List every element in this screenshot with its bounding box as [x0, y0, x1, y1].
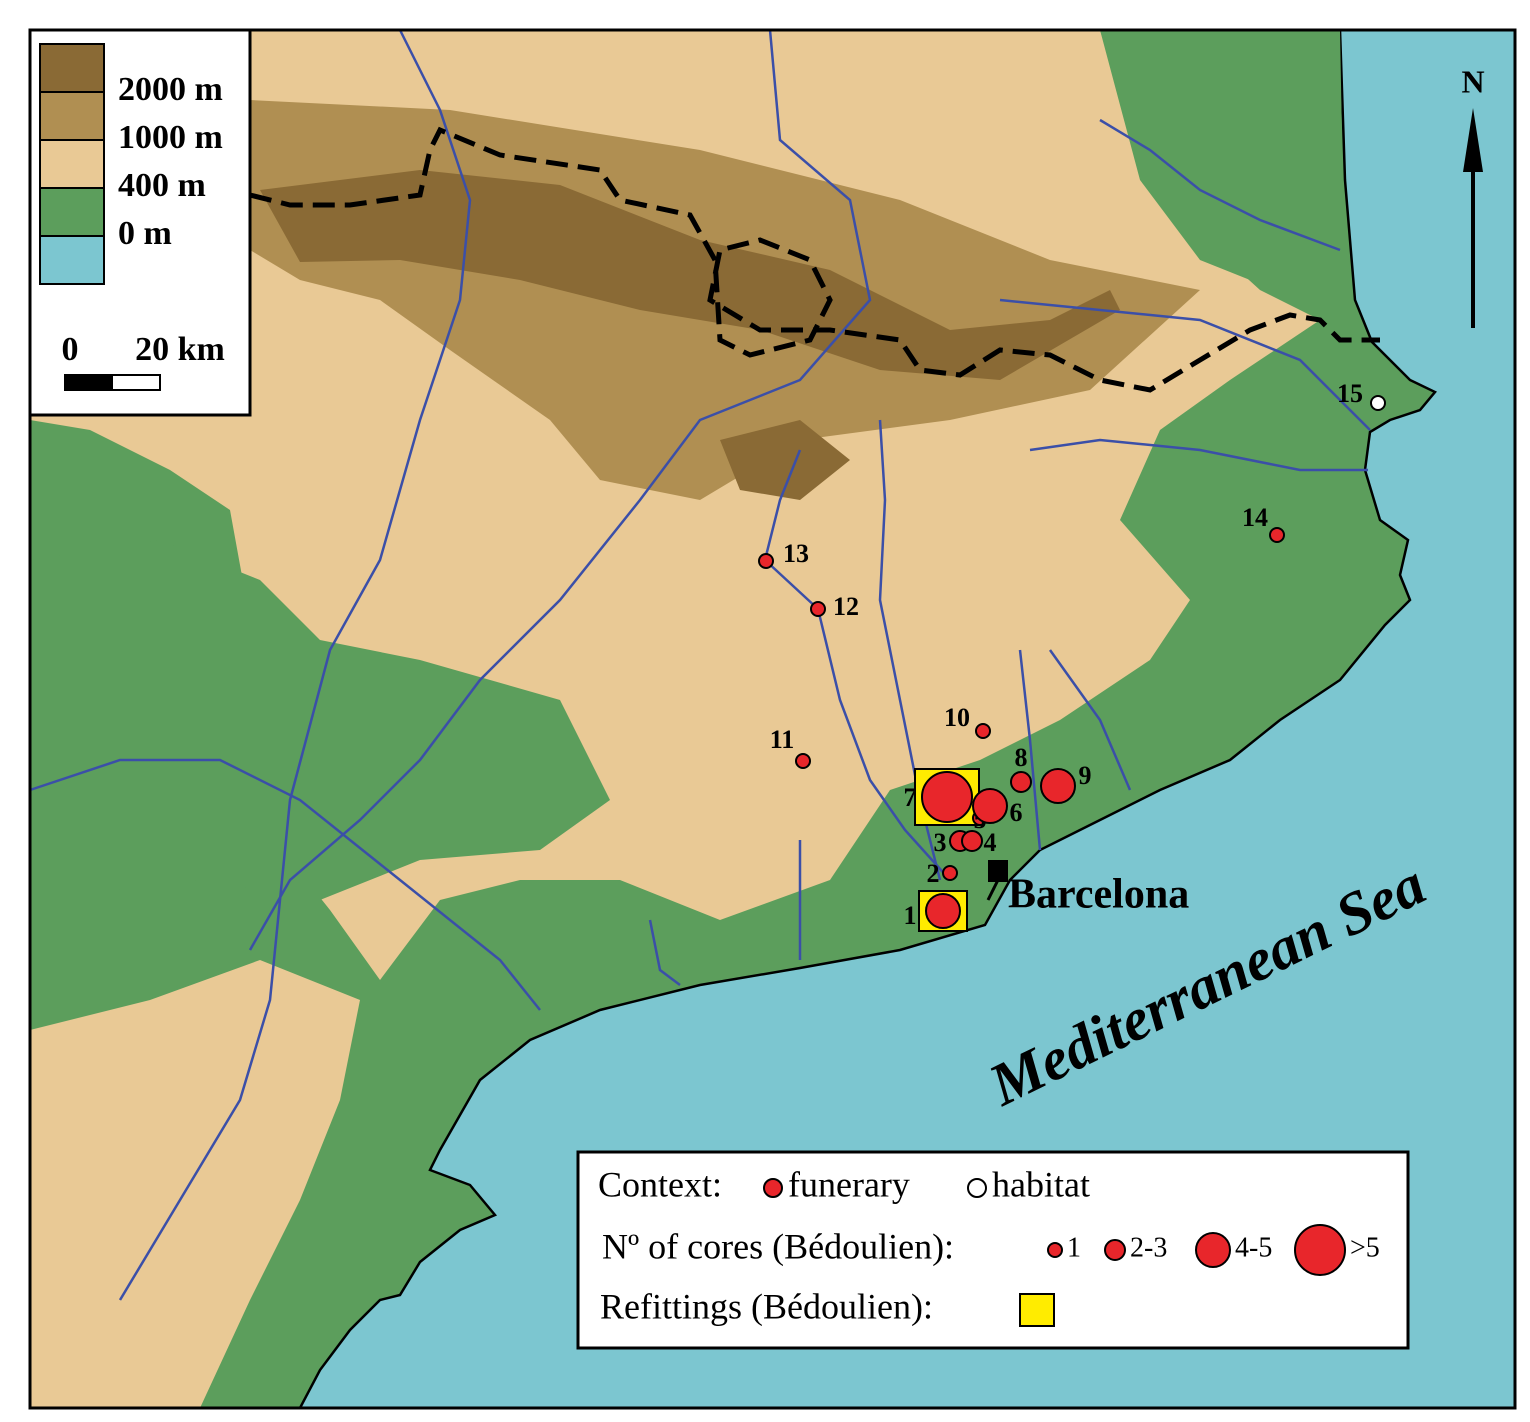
site-marker: [810, 601, 826, 617]
high-mountain: [720, 420, 850, 500]
key-cores-marker: [1104, 1239, 1126, 1261]
legend-swatch: [39, 139, 105, 189]
river: [648, 919, 681, 986]
site-label: 8: [1015, 743, 1028, 772]
key-cores-label: 4-5: [1235, 1232, 1272, 1263]
site-marker: [925, 893, 961, 929]
map-frame: [28, 28, 1517, 1410]
site-marker: [758, 553, 774, 569]
border: [249, 126, 1380, 393]
site-label: 7: [904, 783, 917, 812]
legend-swatch: [39, 91, 105, 141]
site-marker: [1370, 395, 1386, 411]
city-marker: [986, 879, 1000, 901]
site-label: 3: [934, 828, 947, 857]
north-label: N: [1461, 63, 1484, 99]
site-label: 2: [927, 859, 940, 888]
legend-swatch: [39, 43, 105, 93]
site-marker: [942, 865, 958, 881]
site-marker: [921, 771, 973, 823]
legend-label: 2000 m: [118, 71, 223, 108]
site-marker: [1269, 527, 1285, 543]
scale-label: 0: [62, 331, 79, 368]
site-marker: [795, 753, 811, 769]
legend-label: 400 m: [118, 167, 206, 204]
site-label: 1: [904, 901, 917, 930]
legend-swatch: [39, 235, 105, 285]
river: [248, 29, 872, 951]
river: [1018, 649, 1042, 851]
river: [763, 449, 951, 881]
lowland: [1100, 30, 1345, 300]
site-label: 4: [984, 828, 997, 857]
site-marker: [975, 723, 991, 739]
key-context-marker: [763, 1178, 783, 1198]
high-mountain: [260, 170, 1120, 380]
key-title: Context:: [598, 1164, 722, 1204]
key-cores-label: >5: [1350, 1232, 1380, 1263]
key-cores-marker: [1195, 1232, 1231, 1268]
key-box: [576, 1150, 1410, 1350]
key-cores-marker: [1047, 1242, 1063, 1258]
terrain: [28, 28, 1517, 1410]
site-label: 15: [1337, 379, 1363, 408]
lowland: [30, 540, 610, 900]
site-marker: [1010, 771, 1032, 793]
key-cores-marker: [1294, 1224, 1346, 1276]
key-title: Nº of cores (Bédoulien):: [602, 1226, 954, 1266]
site-label: 11: [770, 725, 795, 754]
river: [999, 298, 1371, 431]
legend-label: 0 m: [118, 215, 172, 252]
site-label: 12: [833, 592, 859, 621]
site-marker: [972, 788, 1008, 824]
river: [1099, 118, 1341, 252]
scale-bar: [65, 375, 113, 390]
city-marker: [988, 860, 1008, 882]
river: [1048, 649, 1132, 791]
legend-label: 1000 m: [118, 119, 223, 156]
legend-swatch: [39, 187, 105, 237]
city-label: Barcelona: [1008, 872, 1189, 918]
scale-label: 20 km: [135, 331, 225, 368]
key-refit-marker: [1019, 1293, 1055, 1327]
site-label: 13: [783, 539, 809, 568]
site-marker: [1040, 768, 1076, 804]
key-cores-label: 1: [1067, 1232, 1081, 1263]
site-label: 6: [1010, 798, 1023, 827]
highland: [30, 960, 360, 1408]
key-title: Refittings (Bédoulien):: [600, 1286, 933, 1326]
key-context-label: funerary: [788, 1164, 910, 1204]
key-context-marker: [967, 1178, 987, 1198]
river: [1029, 438, 1368, 472]
river: [29, 758, 541, 1011]
river: [118, 29, 472, 1301]
north-arrow: [1463, 108, 1483, 172]
site-marker: [961, 830, 983, 852]
site-label: 9: [1079, 761, 1092, 790]
key-cores-label: 2-3: [1130, 1232, 1167, 1263]
site-label: 14: [1242, 503, 1268, 532]
site-label: 10: [944, 703, 970, 732]
key-context-label: habitat: [992, 1164, 1090, 1204]
